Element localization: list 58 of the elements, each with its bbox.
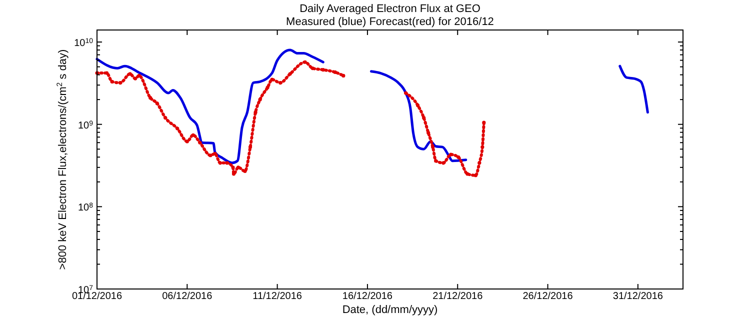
- point: [480, 145, 484, 149]
- point: [342, 74, 346, 78]
- point: [110, 80, 114, 84]
- point: [185, 140, 189, 144]
- point: [137, 74, 141, 78]
- point: [321, 68, 325, 72]
- point: [434, 159, 438, 163]
- point: [466, 172, 470, 176]
- point: [416, 104, 420, 108]
- x-tick-label: 16/12/2016: [342, 291, 393, 302]
- point: [164, 116, 168, 120]
- x-tick-label: 11/12/2016: [252, 291, 302, 302]
- point: [218, 161, 222, 165]
- point: [303, 60, 307, 64]
- point: [266, 86, 270, 90]
- point: [310, 66, 314, 70]
- point: [482, 120, 486, 124]
- y-tick-label: 10$^{8}$: [78, 202, 94, 214]
- point: [243, 169, 247, 173]
- point: [449, 152, 453, 156]
- point: [404, 91, 408, 95]
- point: [456, 155, 460, 159]
- x-tick-label: 31/12/2016: [612, 291, 664, 302]
- point: [213, 152, 217, 156]
- point: [478, 161, 482, 165]
- point: [422, 116, 426, 120]
- point: [333, 70, 337, 74]
- point: [134, 76, 138, 80]
- chart-subtitle: Measured (blue) Forecast(red) for 2016/12: [286, 16, 494, 28]
- point: [248, 145, 252, 149]
- point: [474, 174, 478, 178]
- x-tick-label: 06/12/2016: [162, 291, 213, 302]
- point: [270, 78, 274, 82]
- point: [278, 80, 282, 85]
- point: [442, 161, 446, 165]
- chart-title: Daily Averaged Electron Flux at GEO: [300, 3, 481, 15]
- point: [225, 161, 229, 165]
- point: [426, 130, 430, 135]
- point: [288, 72, 292, 76]
- point: [148, 96, 152, 100]
- point: [198, 140, 202, 144]
- point: [254, 110, 258, 114]
- point: [118, 80, 122, 85]
- x-tick-label: 26/12/2016: [522, 291, 574, 302]
- x-tick-label: 01/12/2016: [72, 291, 122, 302]
- point: [208, 154, 212, 158]
- point: [231, 166, 235, 170]
- point: [258, 98, 262, 102]
- point: [128, 72, 132, 76]
- y-tick-label: 10$^{9}$: [78, 120, 94, 132]
- point: [176, 126, 180, 130]
- point: [431, 145, 435, 149]
- point: [155, 102, 159, 106]
- point: [191, 133, 195, 137]
- y-tick-label: 10$^{10}$: [74, 38, 94, 50]
- point: [236, 166, 240, 170]
- x-axis-title: Date, (dd/mm/yyyy): [342, 304, 438, 316]
- x-tick-label: 21/12/2016: [432, 291, 484, 302]
